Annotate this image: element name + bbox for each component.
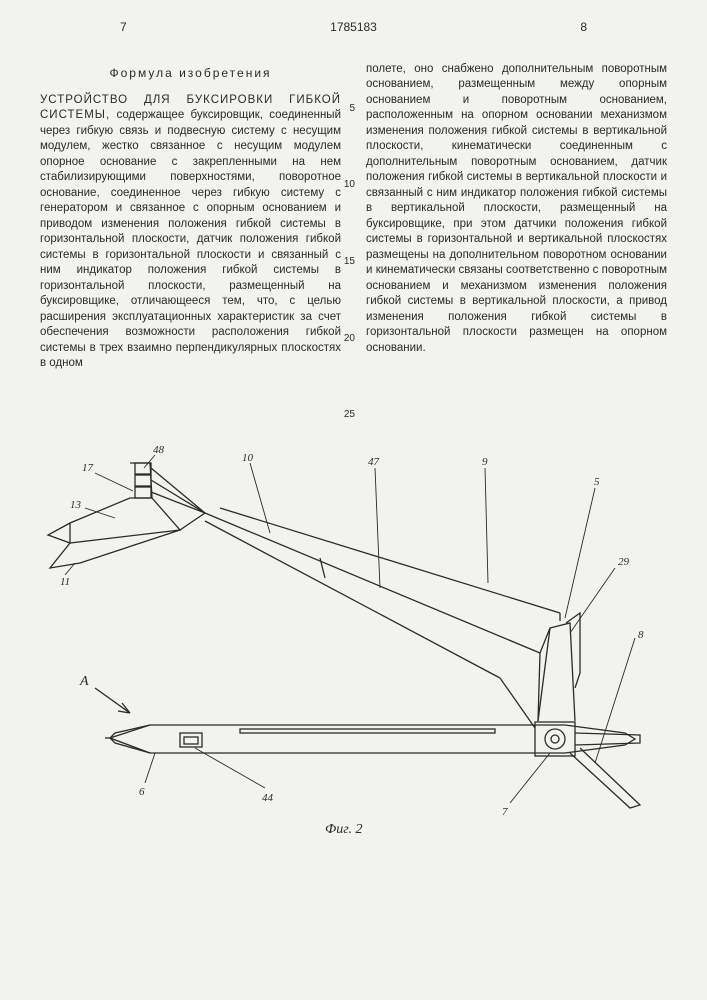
ref-9: 9 — [482, 456, 488, 468]
ref-8: 8 — [638, 629, 644, 641]
view-label: А — [79, 674, 89, 689]
figure: 17 48 13 11 10 47 9 5 29 8 6 44 7 А Фиг.… — [40, 413, 667, 843]
figure-svg: 17 48 13 11 10 47 9 5 29 8 6 44 7 А Фиг.… — [40, 413, 667, 843]
text-columns: Формула изобретения УСТРОЙСТВО ДЛЯ БУКСИ… — [40, 50, 667, 383]
claim-text-right: полете, оно снабжено дополнительным пово… — [366, 62, 667, 357]
ref-10: 10 — [242, 452, 254, 464]
column-right: полете, оно снабжено дополнительным пово… — [366, 50, 667, 383]
ref-labels: 17 48 13 11 10 47 9 5 29 8 6 44 7 А Фиг.… — [60, 444, 644, 837]
ref-47: 47 — [368, 456, 380, 468]
ref-11: 11 — [60, 576, 70, 588]
view-arrow — [95, 688, 130, 713]
ref-29: 29 — [618, 556, 630, 568]
column-left: Формула изобретения УСТРОЙСТВО ДЛЯ БУКСИ… — [40, 50, 341, 383]
ref-5: 5 — [594, 476, 600, 488]
ref-48: 48 — [153, 444, 165, 456]
ref-7: 7 — [502, 806, 508, 818]
ref-13: 13 — [70, 499, 82, 511]
figure-caption: Фиг. 2 — [325, 822, 363, 837]
claim-text-left: УСТРОЙСТВО ДЛЯ БУКСИРОВКИ ГИБКОЙ СИСТЕМЫ… — [40, 93, 341, 372]
body-text-left: содержащее буксировщик, соединенный чере… — [40, 109, 341, 369]
line-marker-20: 20 — [344, 332, 355, 346]
ref-17: 17 — [82, 462, 94, 474]
header: 7 1785183 8 — [40, 20, 667, 50]
page-number-left: 7 — [120, 20, 127, 34]
towed-body — [105, 613, 640, 808]
formula-title: Формула изобретения — [40, 65, 341, 81]
ref-6: 6 — [139, 786, 145, 798]
patent-number: 1785183 — [330, 20, 377, 34]
ref-44: 44 — [262, 792, 274, 804]
page-number-right: 8 — [580, 20, 587, 34]
line-marker-5: 5 — [349, 102, 355, 116]
line-marker-15: 15 — [344, 255, 355, 269]
tow-cables — [205, 508, 560, 678]
line-marker-10: 10 — [344, 178, 355, 192]
aircraft-tail — [48, 463, 205, 568]
